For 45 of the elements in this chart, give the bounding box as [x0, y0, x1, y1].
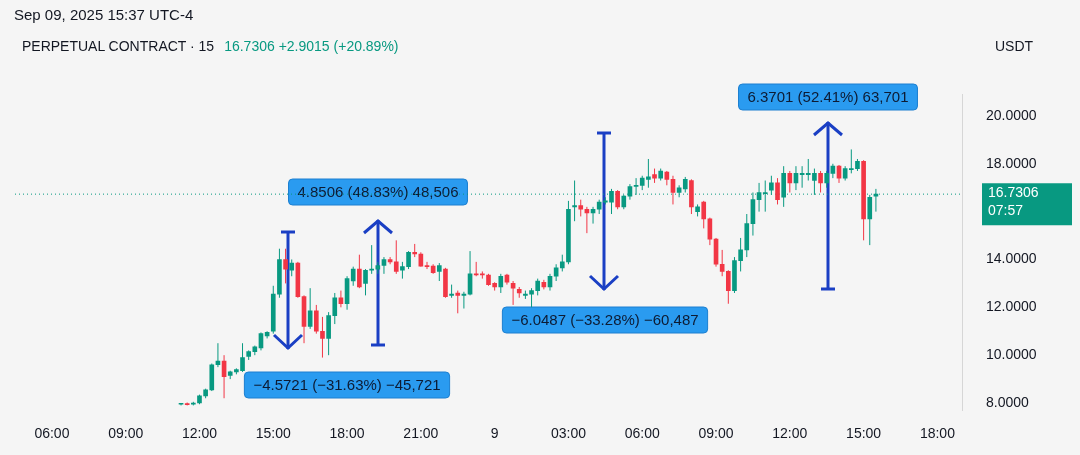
x-tick-label: 18:00	[919, 425, 956, 442]
y-tick-label: 18.0000	[986, 154, 1037, 171]
annotation: 6.3701 (52.41%) 63,701	[747, 88, 909, 106]
x-tick-label: 15:00	[255, 425, 291, 442]
ref-line-label: 16.7306 07:57	[988, 184, 1039, 219]
annotation: −6.0487 (−33.28%) −60,487	[511, 311, 699, 329]
candlestick	[455, 290, 461, 314]
x-tick-label: 18:00	[329, 425, 365, 442]
x-tick-label: 12:00	[181, 425, 218, 442]
x-tick-label: 9	[490, 425, 499, 442]
candlestick	[769, 175, 774, 196]
text: Sep 09, 2025 15:37 UTC-4	[14, 6, 194, 23]
annotation: −4.5721 (−31.63%) −45,721	[253, 376, 441, 394]
candlestick	[615, 189, 620, 210]
y-tick-label: 10.0000	[986, 346, 1037, 363]
candlestick	[381, 256, 387, 275]
candlestick	[676, 184, 682, 198]
y-tick-label: 20.0000	[986, 106, 1037, 123]
y-axis-title: USDT	[995, 38, 1034, 54]
candlestick	[701, 200, 707, 229]
candlestick	[787, 170, 793, 193]
chart-subtitle: 16.7306 +2.9015 (+20.89%)	[224, 38, 399, 54]
candlestick	[338, 290, 344, 308]
x-tick-label: 06:00	[624, 425, 660, 442]
x-tick-label: 09:00	[698, 425, 734, 442]
candlestick	[818, 170, 823, 193]
x-tick-label: 15:00	[846, 425, 882, 442]
candlestick	[357, 254, 362, 289]
candlestick	[393, 239, 399, 275]
x-tick-label: 06:00	[34, 425, 70, 442]
candlestick	[283, 248, 288, 284]
y-tick-label: 14.0000	[986, 250, 1037, 267]
candlestick	[498, 273, 504, 294]
candlestick	[510, 280, 516, 306]
chart-title: PERPETUAL CONTRACT · 15	[22, 38, 215, 54]
annotation: 4.8506 (48.83%) 48,506	[297, 183, 459, 201]
x-tick-label: 12:00	[772, 425, 808, 442]
x-tick-label: 03:00	[550, 425, 587, 442]
x-tick-label: 09:00	[108, 425, 144, 442]
candlestick	[775, 177, 780, 205]
candlestick	[867, 194, 873, 246]
candlestick	[350, 266, 356, 287]
y-tick-label: 12.0000	[986, 298, 1037, 315]
y-tick-label: 8.0000	[986, 393, 1030, 410]
x-tick-label: 21:00	[403, 425, 439, 442]
